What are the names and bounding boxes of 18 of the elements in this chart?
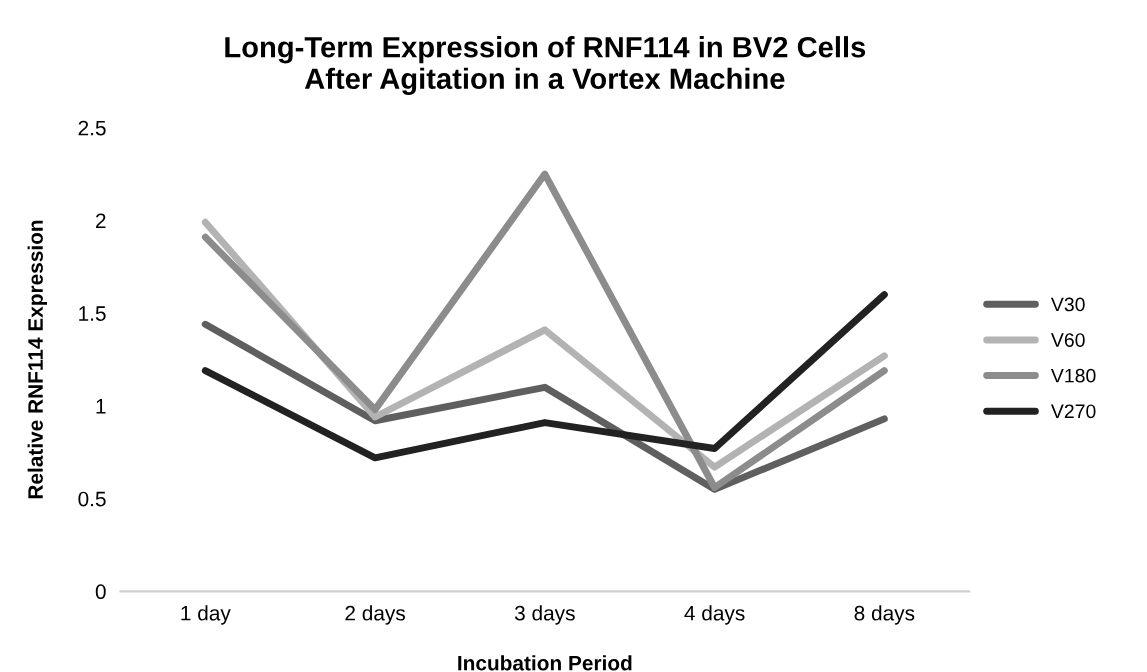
x-tick-label: 8 days	[854, 605, 915, 625]
x-tick-label: 3 days	[514, 605, 575, 625]
chart-title: Long-Term Expression of RNF114 in BV2 Cells After Agitation in a Vortex Machine	[225, 36, 866, 95]
legend-label: V270	[1050, 404, 1096, 419]
y-tick-label: 1.5	[79, 306, 106, 321]
x-tick-label: 1 day	[181, 605, 231, 625]
y-tick-label: 0	[95, 584, 106, 600]
y-tick-label: 0.5	[78, 491, 106, 507]
legend-label: V180	[1050, 368, 1096, 383]
y-tick-label: 1	[96, 399, 106, 414]
y-tick-label: 2	[96, 213, 106, 228]
y-tick-label: 2.5	[78, 120, 106, 136]
legend-label: V60	[1050, 333, 1085, 347]
legend-label: V30	[1050, 297, 1085, 312]
x-tick-label: 2 days	[345, 605, 406, 625]
y-axis-title: Relative RNF114 Expression	[27, 220, 48, 499]
x-axis-title: Incubation Period	[458, 655, 632, 671]
x-tick-label: 4 days	[684, 605, 745, 625]
